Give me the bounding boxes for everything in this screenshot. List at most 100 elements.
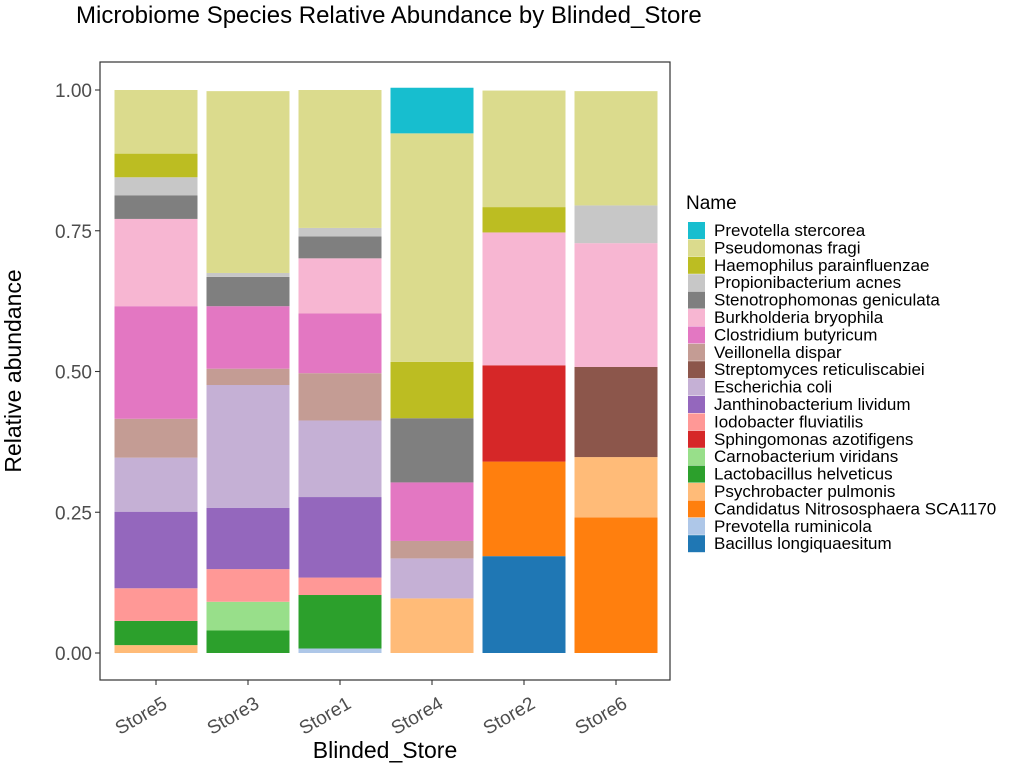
legend-key-iodobacter-fluviatilis [688, 413, 705, 431]
bar-segment-store6-streptomyces-reticuliscabiei [574, 367, 658, 458]
bar-segment-store3-lactobacillus-helveticus [206, 630, 290, 653]
bar-segment-store5-stenotrophomonas-geniculata [114, 195, 198, 219]
bar-segment-store5-lactobacillus-helveticus [114, 620, 198, 646]
legend-label-stenotrophomonas-geniculata: Stenotrophomonas geniculata [714, 291, 940, 310]
bar-segment-store2-pseudomonas-fragi [482, 90, 566, 208]
legend-key-carnobacterium-viridans [688, 448, 705, 466]
legend-key-escherichia-coli [688, 378, 705, 396]
bar-segment-store6-propionibacterium-acnes [574, 205, 658, 244]
legend-key-prevotella-stercorea [688, 222, 705, 239]
bar-segment-store2-sphingomonas-azotifigens [482, 365, 566, 462]
legend-label-prevotella-ruminicola: Prevotella ruminicola [714, 517, 872, 536]
legend-key-propionibacterium-acnes [688, 274, 705, 292]
legend-key-bacillus-longiquaesitum [688, 535, 705, 553]
bar-segment-store1-stenotrophomonas-geniculata [298, 236, 382, 259]
bar-segment-store5-burkholderia-bryophila [114, 218, 198, 307]
legend-key-sphingomonas-azotifigens [688, 430, 705, 448]
x-tick-label-store2: Store2 [480, 693, 539, 739]
legend-label-sphingomonas-azotifigens: Sphingomonas azotifigens [714, 430, 913, 449]
bar-segment-store5-pseudomonas-fragi [114, 90, 198, 154]
x-tick-label-store1: Store1 [296, 693, 355, 739]
bar-segment-store5-clostridium-butyricum [114, 306, 198, 419]
bar-segment-store3-iodobacter-fluviatilis [206, 569, 290, 602]
bar-segment-store3-carnobacterium-viridans [206, 601, 290, 631]
bar-segment-store2-candidatus-nitrososphaera-sca1170 [482, 461, 566, 557]
legend-title: Name [686, 193, 737, 214]
bar-segment-store1-janthinobacterium-lividum [298, 497, 382, 578]
legend-label-bacillus-longiquaesitum: Bacillus longiquaesitum [714, 534, 892, 553]
legend-label-haemophilus-parainfluenzae: Haemophilus parainfluenzae [714, 256, 929, 275]
x-tick-label-store3: Store3 [204, 693, 263, 739]
bar-segment-store5-janthinobacterium-lividum [114, 511, 198, 589]
bar-segment-store2-bacillus-longiquaesitum [482, 556, 566, 653]
legend-key-haemophilus-parainfluenzae [688, 256, 705, 274]
legend-key-pseudomonas-fragi [688, 239, 705, 257]
legend-label-streptomyces-reticuliscabiei: Streptomyces reticuliscabiei [714, 360, 925, 379]
x-tick-label-store6: Store6 [572, 693, 631, 739]
bar-segment-store5-haemophilus-parainfluenzae [114, 153, 198, 178]
bar-segment-store4-stenotrophomonas-geniculata [390, 418, 474, 483]
y-tick-label: 0.50 [55, 363, 92, 384]
bar-segment-store6-pseudomonas-fragi [574, 91, 658, 206]
legend-key-stenotrophomonas-geniculata [688, 291, 705, 309]
bar-segment-store3-veillonella-dispar [206, 368, 290, 386]
bar-segment-store4-escherichia-coli [390, 558, 474, 599]
bar-segment-store4-pseudomonas-fragi [390, 133, 474, 362]
bar-segment-store3-janthinobacterium-lividum [206, 507, 290, 570]
legend-key-psychrobacter-pulmonis [688, 483, 705, 500]
legend-key-streptomyces-reticuliscabiei [688, 361, 705, 379]
bar-segment-store4-psychrobacter-pulmonis [390, 598, 474, 653]
bar-segment-store4-haemophilus-parainfluenzae [390, 361, 474, 419]
bar-segment-store1-propionibacterium-acnes [298, 227, 382, 237]
y-tick-label: 0.75 [55, 222, 92, 243]
bar-segment-store1-veillonella-dispar [298, 373, 382, 421]
bar-segment-store4-veillonella-dispar [390, 540, 474, 559]
legend-label-carnobacterium-viridans: Carnobacterium viridans [714, 447, 898, 466]
bar-segment-store1-escherichia-coli [298, 420, 382, 498]
legend-label-psychrobacter-pulmonis: Psychrobacter pulmonis [714, 482, 895, 501]
bar-segment-store4-clostridium-butyricum [390, 482, 474, 541]
legend-key-clostridium-butyricum [688, 326, 705, 344]
bar-segment-store1-pseudomonas-fragi [298, 90, 382, 228]
bar-segment-store5-iodobacter-fluviatilis [114, 588, 198, 621]
y-axis: 0.00 0.25 0.50 0.75 1.00 [55, 81, 100, 665]
bar-segment-store1-prevotella-ruminicola [298, 648, 382, 653]
legend-label-veillonella-dispar: Veillonella dispar [714, 343, 842, 362]
bar-segment-store5-veillonella-dispar [114, 418, 198, 458]
x-axis-title: Blinded_Store [313, 737, 458, 763]
chart-title: Microbiome Species Relative Abundance by… [76, 2, 702, 29]
bars [114, 87, 658, 653]
legend-label-lactobacillus-helveticus: Lactobacillus helveticus [714, 465, 893, 484]
legend-key-lactobacillus-helveticus [688, 465, 705, 483]
legend-label-clostridium-butyricum: Clostridium butyricum [714, 325, 877, 344]
y-axis-title: Relative abundance [0, 269, 26, 472]
legend-key-prevotella-ruminicola [688, 517, 705, 535]
bar-segment-store3-stenotrophomonas-geniculata [206, 276, 290, 307]
legend-label-pseudomonas-fragi: Pseudomonas fragi [714, 238, 860, 257]
legend-label-escherichia-coli: Escherichia coli [714, 378, 832, 397]
legend-label-iodobacter-fluviatilis: Iodobacter fluviatilis [714, 412, 863, 431]
legend-key-veillonella-dispar [688, 343, 705, 361]
bar-segment-store5-propionibacterium-acnes [114, 177, 198, 196]
x-axis: Store5 Store3 Store1 Store4 Store2 Store6 [112, 680, 631, 739]
y-tick-label: 1.00 [55, 81, 92, 102]
legend-key-candidatus-nitrososphaera-sca1170 [688, 500, 705, 518]
bar-segment-store2-burkholderia-bryophila [482, 232, 566, 366]
bar-segment-store3-escherichia-coli [206, 385, 290, 508]
bar-segment-store6-candidatus-nitrososphaera-sca1170 [574, 517, 658, 653]
x-tick-label-store4: Store4 [388, 693, 447, 739]
bar-segment-store6-burkholderia-bryophila [574, 243, 658, 367]
legend-label-candidatus-nitrososphaera-sca1170: Candidatus Nitrososphaera SCA1170 [714, 499, 996, 518]
bar-segment-store3-clostridium-butyricum [206, 306, 290, 369]
legend-label-janthinobacterium-lividum: Janthinobacterium lividum [714, 395, 911, 414]
bar-segment-store3-propionibacterium-acnes [206, 272, 290, 277]
bar-segment-store3-pseudomonas-fragi [206, 91, 290, 273]
x-tick-label-store5: Store5 [112, 693, 171, 739]
legend-label-burkholderia-bryophila: Burkholderia bryophila [714, 308, 884, 327]
bar-segment-store5-psychrobacter-pulmonis [114, 645, 198, 653]
bar-segment-store6-psychrobacter-pulmonis [574, 457, 658, 518]
bar-segment-store1-clostridium-butyricum [298, 313, 382, 374]
bar-segment-store1-burkholderia-bryophila [298, 258, 382, 314]
